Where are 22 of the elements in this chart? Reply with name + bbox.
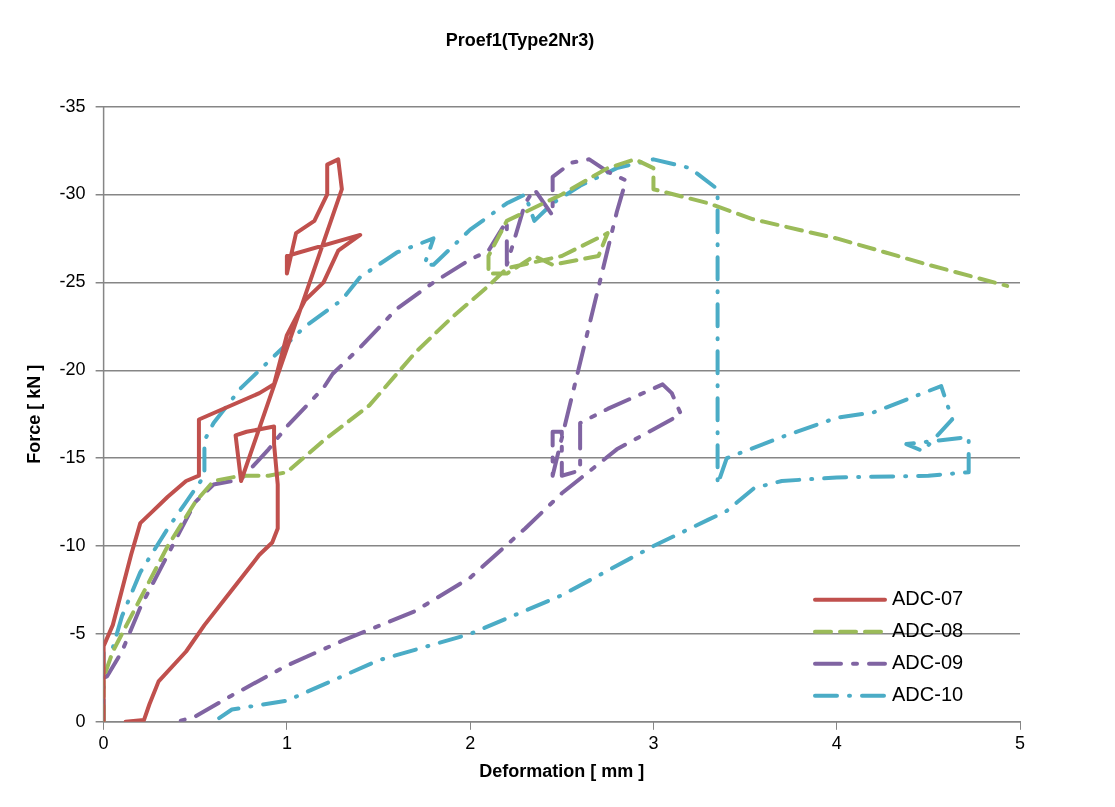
line-series (103, 157, 683, 722)
x-tick-label: 3 (648, 732, 659, 753)
y-tick-label: -30 (59, 183, 86, 204)
x-tick-label: 1 (281, 732, 292, 753)
x-axis-title: Deformation [ mm ] (479, 761, 645, 782)
legend-label: ADC-07 (892, 587, 964, 610)
y-tick-label: -35 (59, 95, 86, 116)
legend-label: ADC-10 (892, 683, 964, 706)
y-tick-label: -20 (59, 359, 86, 380)
y-tick-label: -5 (69, 622, 86, 643)
x-tick-label: 2 (465, 732, 476, 753)
legend-label: ADC-09 (892, 651, 964, 674)
y-tick-label: -10 (59, 535, 86, 555)
legend-label: ADC-08 (892, 619, 964, 642)
y-tick-label: -15 (59, 447, 86, 468)
chart-title: Proef1(Type2Nr3) (445, 29, 595, 50)
x-tick-label: 4 (831, 732, 842, 753)
x-tick-label: 5 (1014, 732, 1026, 753)
y-axis-title: Force [ kN ] (23, 364, 44, 464)
y-tick-label: -25 (59, 271, 86, 292)
y-tick-label: 0 (75, 710, 86, 731)
x-tick-label: 0 (98, 732, 109, 753)
